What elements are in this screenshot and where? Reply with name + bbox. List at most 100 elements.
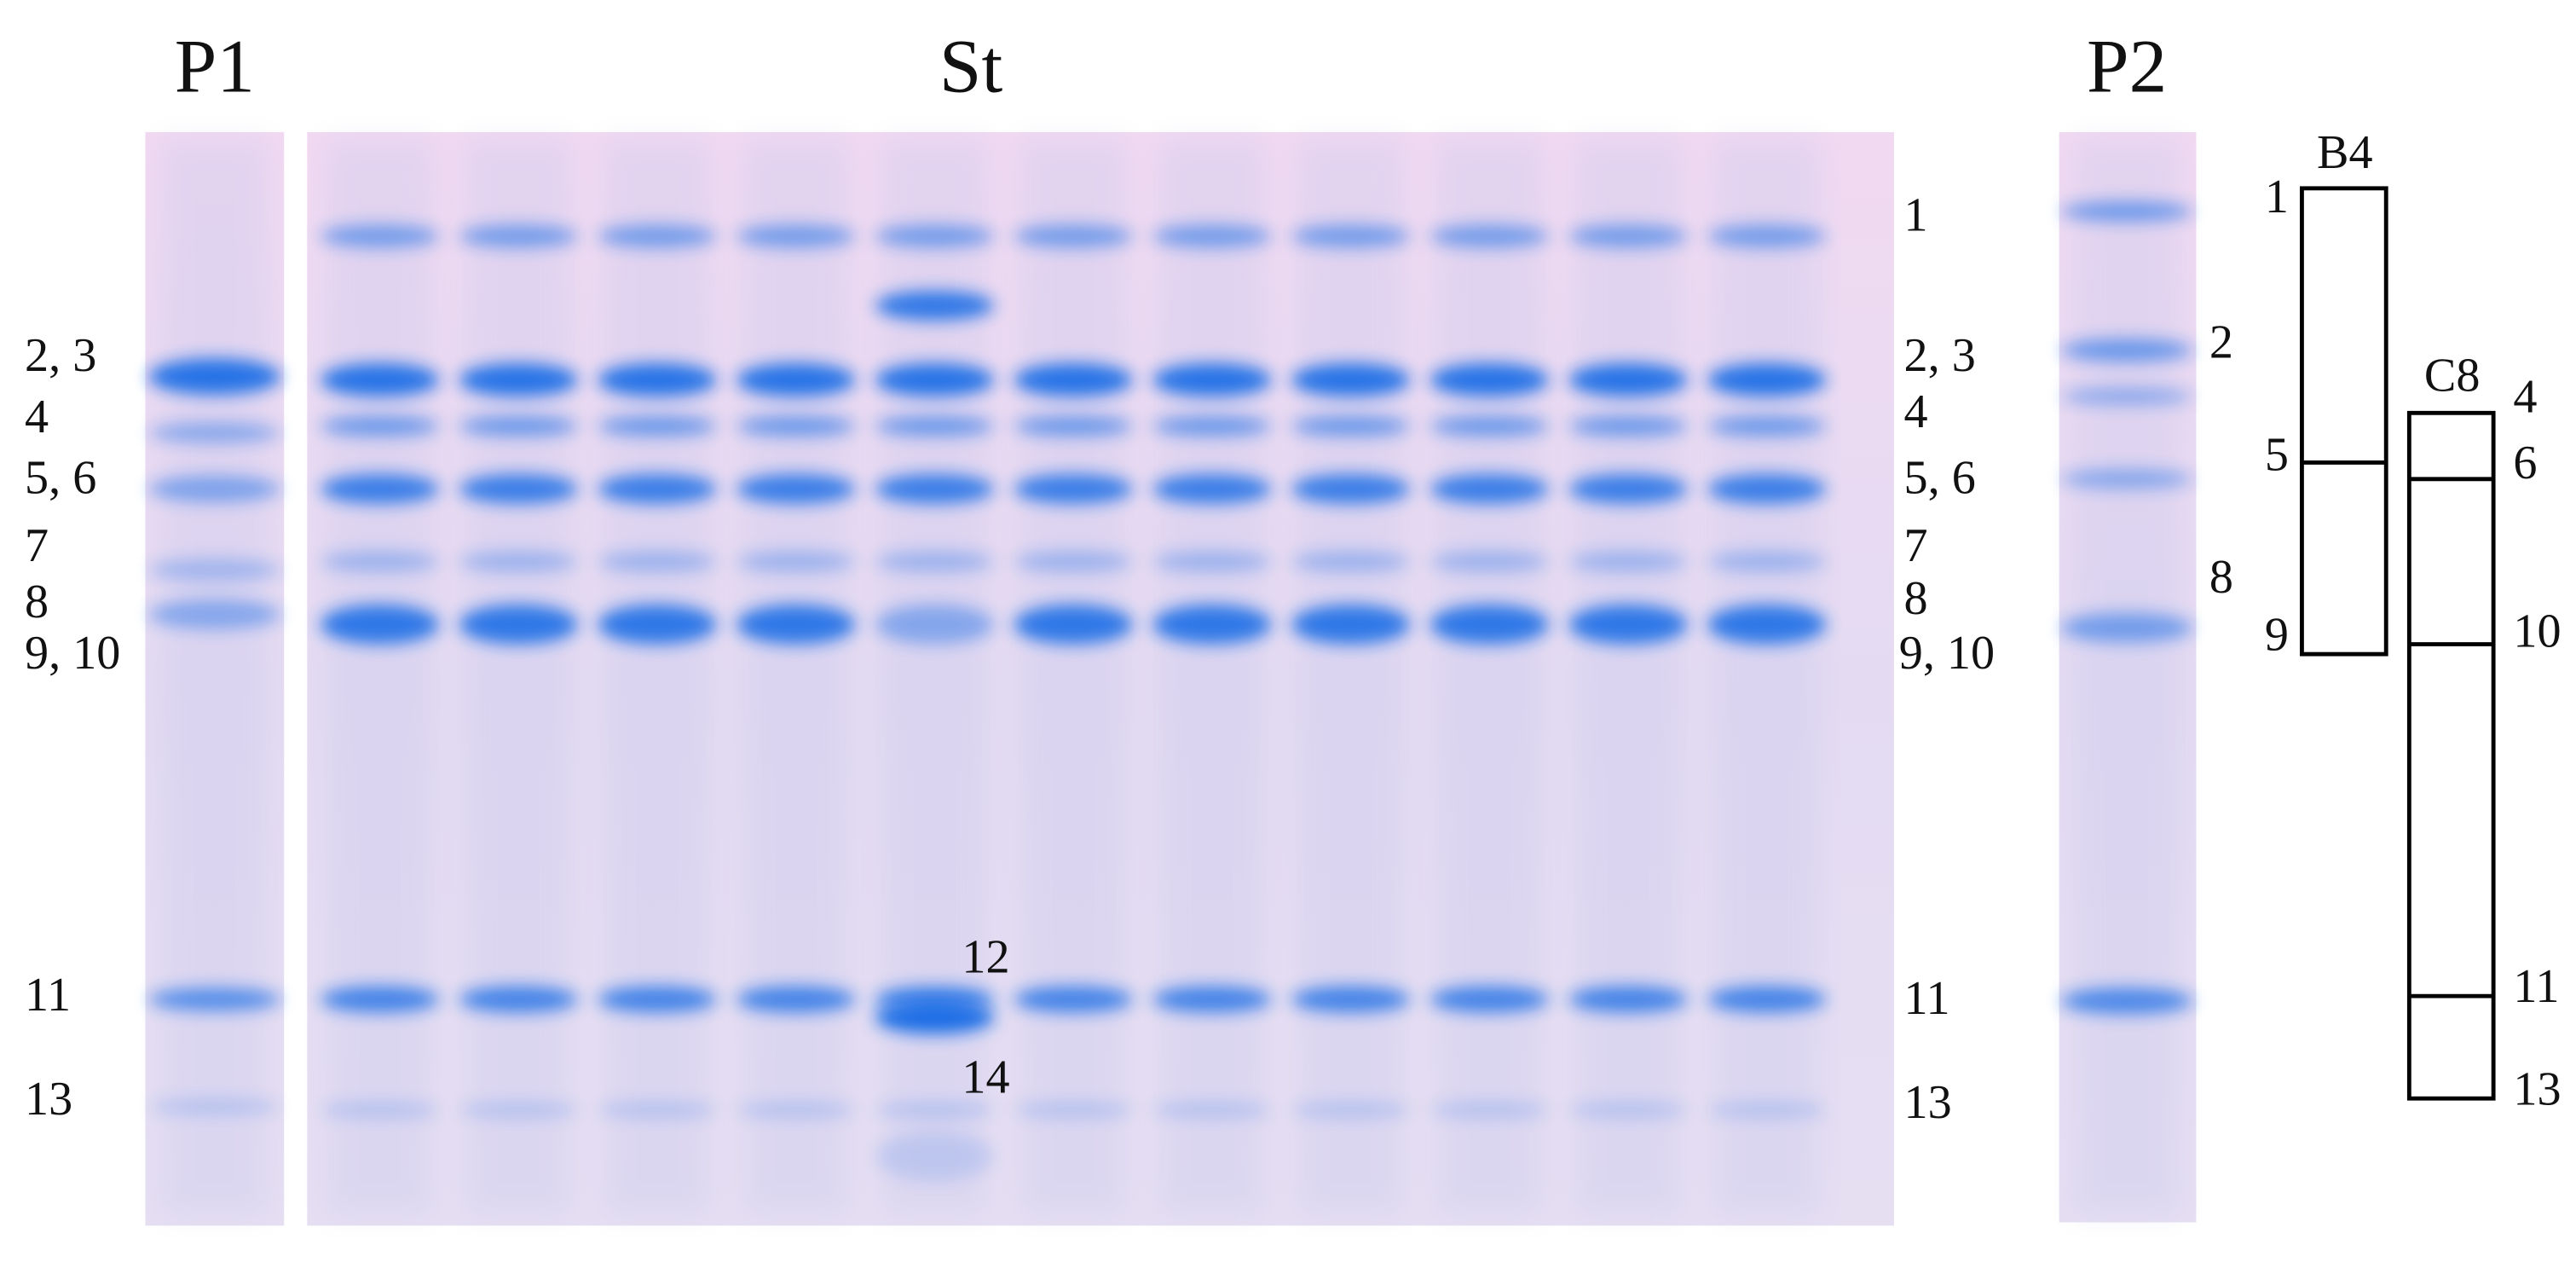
gel-band (875, 416, 995, 437)
gel-band (1291, 1102, 1411, 1119)
gel-band (598, 363, 717, 397)
gel-band (1430, 224, 1550, 248)
block-label: 11 (2513, 960, 2559, 1013)
st-labels: 1 2, 3 4 5, 6 7 8 9, 10 11 13 (1899, 189, 1995, 1129)
p1-labels: 2, 3 4 5, 6 7 8 9, 10 11 13 (25, 329, 120, 1126)
gel-band (875, 1131, 995, 1182)
gel-band (1291, 473, 1411, 504)
band-label: 5, 6 (1904, 452, 1976, 505)
gel-band (148, 358, 281, 395)
gel-band (459, 552, 579, 572)
gel-band (1297, 140, 1404, 1214)
gel-band (736, 224, 856, 248)
gel-band (598, 1102, 717, 1119)
block-label: 4 (2513, 371, 2537, 424)
schematic: B4 1 5 9 C8 4 6 10 11 13 (2265, 126, 2562, 1115)
gel-band (326, 140, 433, 1214)
band-label: 11 (1904, 972, 1950, 1025)
gel-band (2060, 987, 2193, 1015)
band-label: 2, 3 (1904, 329, 1976, 382)
gel-band (1568, 1102, 1688, 1119)
panel-title: P2 (2087, 26, 2167, 109)
gel-band (1152, 605, 1272, 645)
gel-band (1291, 363, 1411, 397)
gel-band (598, 552, 717, 572)
gel-band (598, 224, 717, 248)
band-label: 13 (1904, 1076, 1952, 1129)
gel-band (1291, 416, 1411, 437)
gel-band (148, 475, 281, 502)
gel-band (875, 224, 995, 248)
gel-band (1430, 986, 1550, 1013)
gel-band (1020, 140, 1127, 1214)
bands (148, 140, 2193, 1214)
gel-band (1430, 473, 1550, 504)
band-label: 8 (1904, 572, 1928, 625)
gel-band (465, 140, 572, 1214)
gel-band (1568, 363, 1688, 397)
gel-band (148, 422, 281, 443)
gel-band (148, 558, 281, 582)
gel-band (459, 363, 579, 397)
lane-label: 12 (962, 930, 1009, 983)
gel-band (875, 1102, 995, 1119)
gel-band (598, 416, 717, 437)
gel-band (604, 140, 710, 1214)
gel-band (1575, 140, 1682, 1214)
gel-band (1152, 552, 1272, 572)
block-b4 (2300, 186, 2388, 657)
band-label: 9, 10 (1899, 627, 1995, 680)
gel-band (1707, 224, 1827, 248)
gel-band (875, 363, 995, 397)
band-label: 2, 3 (25, 329, 96, 382)
gel-band (2060, 612, 2193, 643)
block-label: 5 (2265, 428, 2289, 481)
gel-band (1152, 986, 1272, 1013)
band-label: 4 (25, 391, 49, 443)
block-label: 1 (2265, 171, 2289, 223)
gel-band (2074, 140, 2180, 1214)
gel-band (320, 552, 440, 572)
gel-band (1152, 363, 1272, 397)
gel-band (736, 986, 856, 1013)
gel-band (320, 986, 440, 1013)
gel-band (1014, 224, 1133, 248)
band-label: 5, 6 (25, 452, 96, 505)
gel-band (598, 473, 717, 504)
gel-band (1436, 140, 1543, 1214)
gel-band (598, 986, 717, 1013)
gel-band (1707, 552, 1827, 572)
gel-band (1707, 363, 1827, 397)
gel-band (320, 224, 440, 248)
gel-band (459, 605, 579, 645)
panel-title: P1 (175, 26, 255, 109)
band-label: 7 (1904, 519, 1928, 572)
block-title: C8 (2424, 349, 2481, 402)
gel-band (1152, 224, 1272, 248)
block-label: 10 (2513, 605, 2561, 658)
gel-band (1152, 416, 1272, 437)
lane-label: 14 (962, 1051, 1009, 1104)
gel-band (2060, 469, 2193, 489)
gel-band (742, 140, 849, 1214)
gel-band (1291, 986, 1411, 1013)
gel-band (736, 1102, 856, 1119)
gel-band (320, 605, 440, 645)
gel-band (1430, 363, 1550, 397)
gel-band (148, 987, 281, 1011)
gel-band (1291, 552, 1411, 572)
gel-band (148, 1098, 281, 1115)
gel-band (1014, 552, 1133, 572)
gel-band (320, 416, 440, 437)
band-label: 9, 10 (25, 627, 120, 680)
gel-band (1152, 473, 1272, 504)
gel-band (1707, 605, 1827, 645)
band-label: 8 (2209, 551, 2233, 604)
gel-band (1568, 416, 1688, 437)
block-title: B4 (2317, 126, 2373, 179)
gel-band (1707, 986, 1827, 1013)
gel-band (736, 473, 856, 504)
band-label: 2 (2209, 316, 2233, 369)
gel-band (459, 416, 579, 437)
